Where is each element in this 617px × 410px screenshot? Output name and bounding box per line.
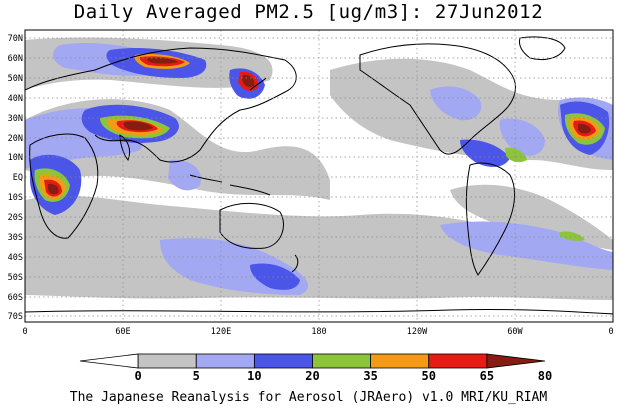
colorbar-swatch	[428, 353, 488, 369]
colorbar-label: 65	[480, 369, 494, 383]
lat-label: 10N	[8, 153, 23, 163]
lon-label: 0	[608, 327, 613, 337]
chart-title: Daily Averaged PM2.5 [ug/m3]: 27Jun2012	[73, 1, 544, 23]
lat-label: 20N	[8, 134, 23, 144]
colorbar-swatch	[253, 353, 313, 369]
aerosol-field	[25, 36, 613, 315]
graticule	[25, 30, 613, 322]
colorbar-label: 50	[422, 369, 436, 383]
lon-label: 180	[311, 327, 326, 337]
colorbar-label: 20	[305, 369, 319, 383]
lat-label: 20S	[8, 213, 23, 223]
lat-label: 70S	[8, 312, 23, 322]
coastlines	[25, 36, 613, 315]
colorbar-label: 5	[193, 369, 200, 383]
lat-label: EQ	[13, 173, 23, 183]
lat-axis: 70N 60N 50N 40N 30N 20N 10N EQ 10S 20S 3…	[8, 34, 23, 322]
lat-label: 70N	[8, 34, 23, 44]
level-80-plus-regions	[48, 57, 591, 195]
colorbar-label: 0	[135, 369, 142, 383]
lat-label: 50N	[8, 74, 23, 84]
colorbar-swatch	[486, 353, 546, 369]
lat-label: 40N	[8, 94, 23, 104]
lon-label: 60W	[507, 327, 523, 337]
colorbar-label: 10	[247, 369, 261, 383]
lat-label: 40S	[8, 253, 23, 263]
colorbar-swatch	[79, 353, 139, 369]
lon-axis: 0 60E 120E 180 120W 60W 0	[22, 327, 613, 337]
lat-label: 60S	[8, 293, 23, 303]
lat-label: 50S	[8, 273, 23, 283]
lat-label: 30S	[8, 233, 23, 243]
colorbar-swatch	[312, 353, 372, 369]
map-frame	[24, 29, 614, 323]
colorbar-swatch	[370, 353, 430, 369]
lon-label: 120W	[407, 327, 428, 337]
lat-label: 30N	[8, 114, 23, 124]
colorbar: 0 5 10 20 35 50 65 80	[79, 353, 552, 383]
lon-label: 0	[22, 327, 27, 337]
colorbar-swatch	[137, 353, 197, 369]
lon-label: 60E	[115, 327, 130, 337]
footer-credit: The Japanese Reanalysis for Aerosol (JRA…	[69, 390, 548, 405]
lat-label: 10S	[8, 193, 23, 203]
lon-label: 120E	[211, 327, 231, 337]
colorbar-label: 35	[363, 369, 377, 383]
lat-label: 60N	[8, 54, 23, 64]
colorbar-label: 80	[538, 369, 552, 383]
colorbar-swatch	[195, 353, 255, 369]
